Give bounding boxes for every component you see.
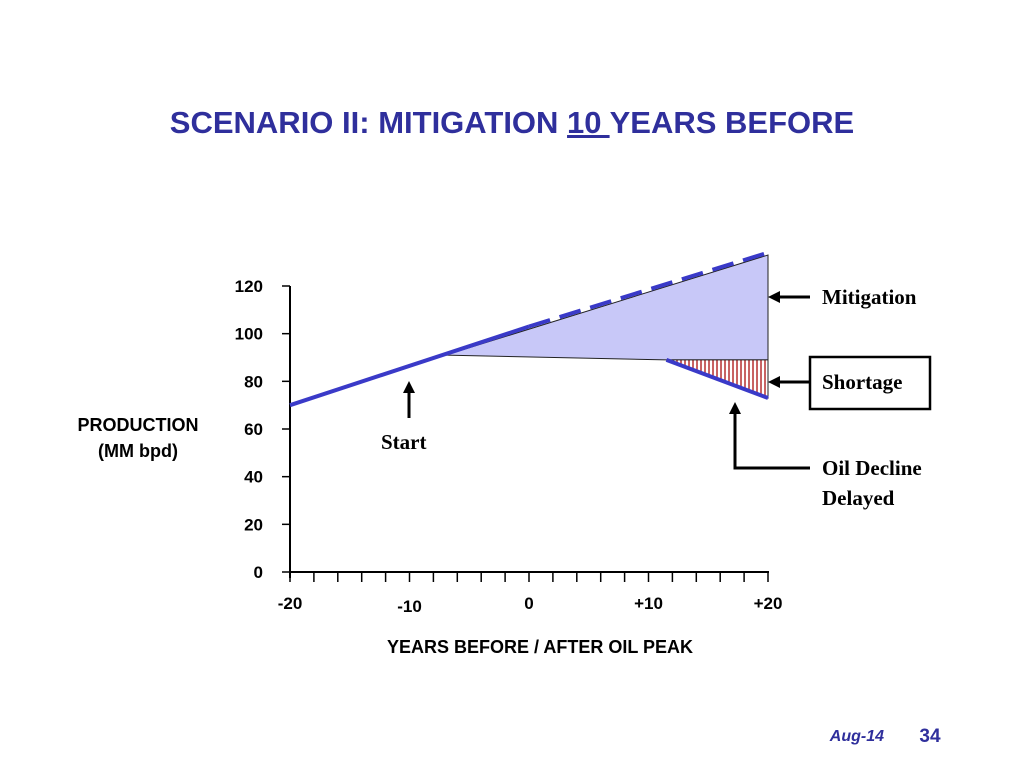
slide-title: SCENARIO II: MITIGATION 10 YEARS BEFORE — [0, 105, 1024, 141]
y-tick-label: 20 — [244, 515, 263, 534]
y-tick-label: 40 — [244, 468, 263, 487]
decline-arrow-shaft — [733, 414, 810, 470]
y-tick-label: 120 — [235, 277, 263, 296]
mitigation-label: Mitigation — [822, 285, 917, 309]
x-tick-label: -20 — [278, 594, 303, 613]
shortage-box — [808, 355, 932, 411]
chart-axes: 0 20 40 60 80 100 120 -20 -10 0 +10 +20 — [235, 277, 783, 616]
y-axis-label: PRODUCTION (MM bpd) — [52, 412, 224, 464]
mitigation-region — [445, 254, 769, 361]
chart-series — [289, 250, 769, 408]
decline-arrow-head — [729, 402, 741, 414]
x-tick-label: 0 — [524, 594, 533, 613]
x-tick-label: +20 — [754, 594, 783, 613]
page-number: 34 — [919, 726, 941, 747]
series-line-solid-blue — [289, 324, 530, 408]
x-axis-label: YEARS BEFORE / AFTER OIL PEAK — [386, 637, 694, 657]
series-line-dashed-blue — [528, 250, 769, 329]
y-tick-label: 60 — [244, 420, 263, 439]
title-years-underlined: 10 — [567, 105, 610, 140]
mitigation-arrow-head — [768, 291, 780, 303]
title-prefix: SCENARIO II: MITIGATION — [169, 105, 568, 140]
y-tick-label: 0 — [254, 563, 263, 582]
shortage-label: Shortage — [822, 370, 903, 394]
chart-annotations: Mitigation Shortage Start Oil Decline Delaye… — [381, 285, 932, 510]
shortage-arrow-head — [768, 376, 780, 388]
y-tick-label: 100 — [235, 325, 263, 344]
decline-label-line1: Oil Decline — [822, 456, 922, 480]
title-suffix: YEARS BEFORE — [609, 105, 855, 140]
x-tick-label: +10 — [634, 594, 663, 613]
y-tick-label: 80 — [244, 372, 263, 391]
start-label: Start — [381, 430, 427, 454]
series-line-solid-blue — [665, 358, 769, 400]
footer-date: Aug-14 — [829, 728, 884, 745]
y-axis-label-line2: (MM bpd) — [98, 441, 178, 461]
x-tick-label: -10 — [397, 597, 422, 616]
start-arrow-head — [403, 381, 415, 393]
decline-label-line2: Delayed — [822, 486, 895, 510]
y-axis-label-line1: PRODUCTION — [77, 415, 199, 435]
chart-regions — [445, 254, 769, 399]
